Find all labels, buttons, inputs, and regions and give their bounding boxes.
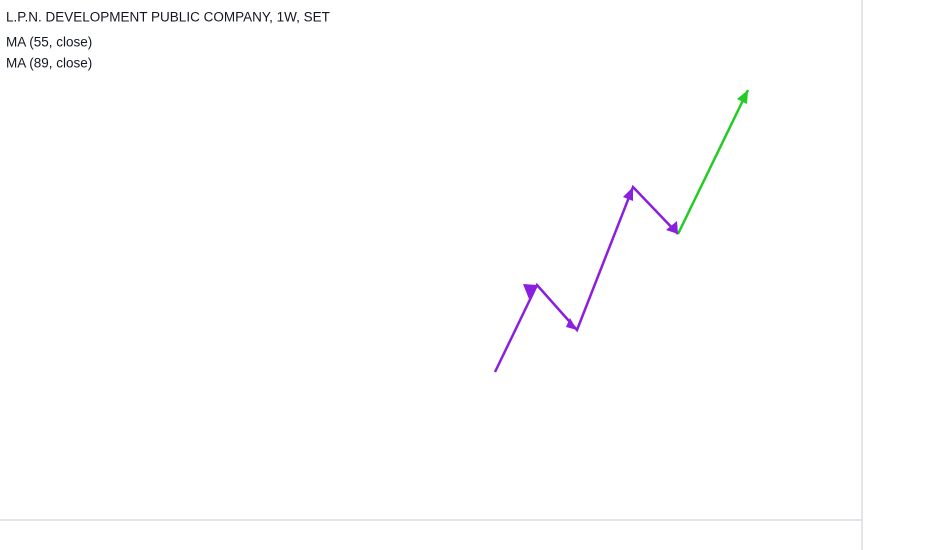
legend-entry: MA (89, close) bbox=[6, 56, 92, 71]
arrowhead bbox=[737, 90, 748, 104]
arrowhead bbox=[523, 284, 537, 299]
projection-drawing bbox=[493, 89, 750, 373]
arrowhead bbox=[666, 221, 678, 234]
arrowhead bbox=[566, 318, 577, 330]
chart-title: L.P.N. DEVELOPMENT PUBLIC COMPANY, 1W, S… bbox=[6, 10, 330, 25]
projection-up bbox=[676, 89, 750, 235]
legend-entry: MA (55, close) bbox=[6, 35, 92, 50]
price-axis bbox=[862, 0, 932, 550]
arrowhead bbox=[623, 187, 633, 201]
